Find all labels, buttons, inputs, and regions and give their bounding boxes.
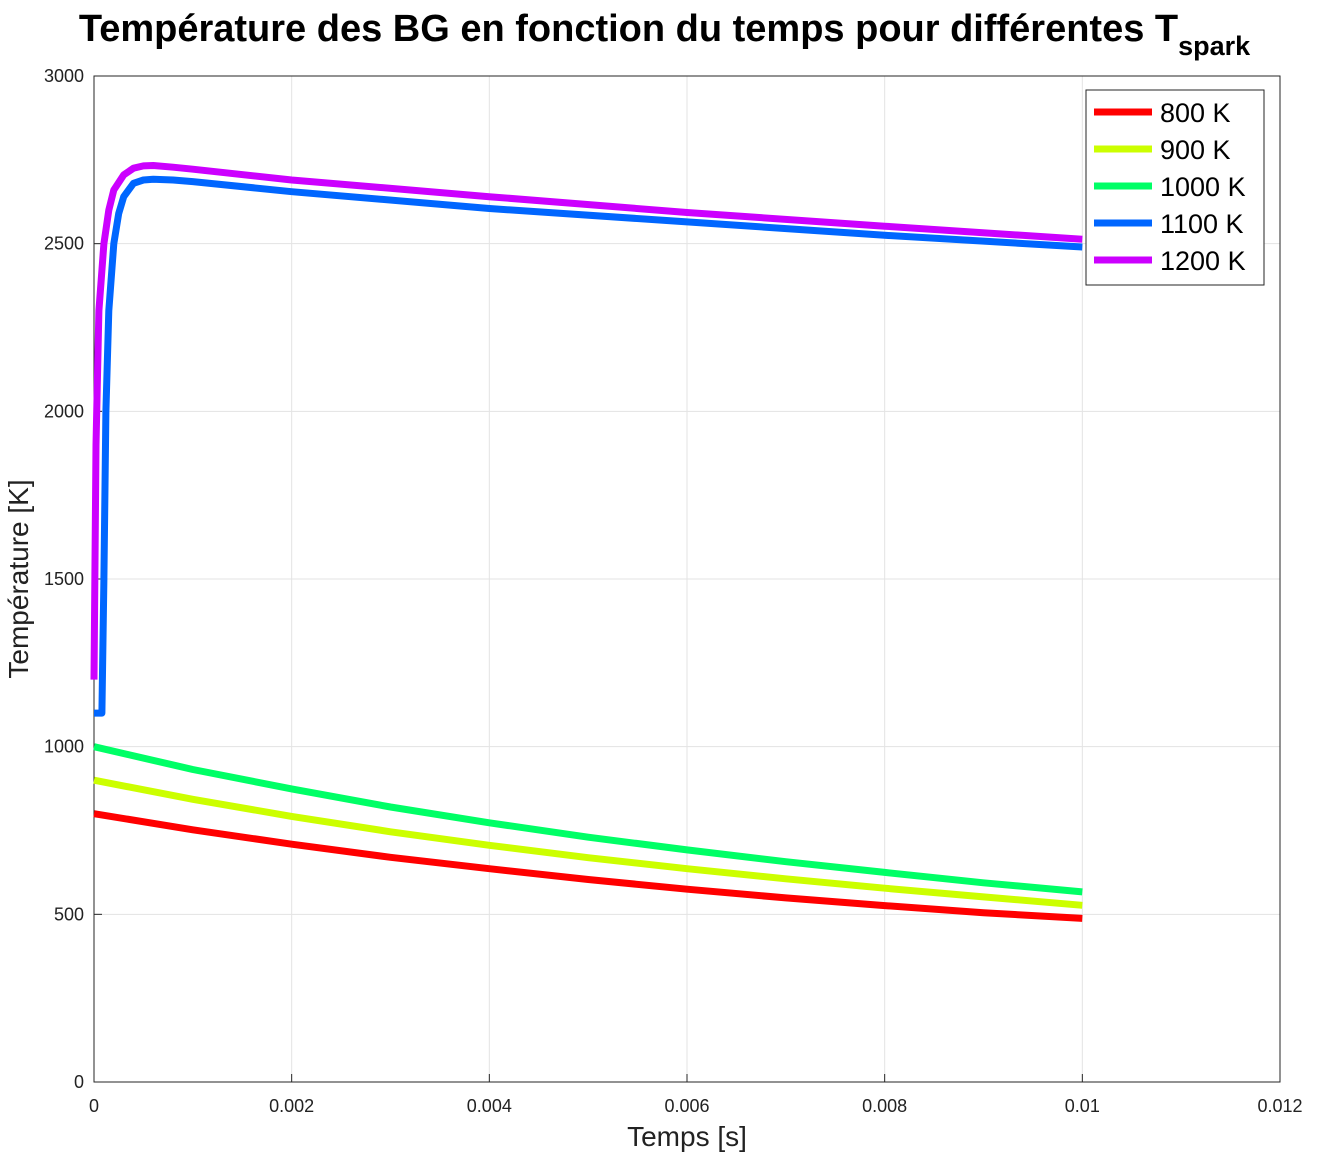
y-tick-label: 2000 [44, 401, 84, 421]
legend-label: 900 K [1160, 135, 1231, 165]
series-line [93, 810, 1083, 922]
chart-title-subscript: spark [1178, 31, 1251, 61]
x-tick-label: 0.006 [664, 1096, 709, 1116]
y-tick-label: 0 [74, 1072, 84, 1092]
legend-label: 1000 K [1160, 172, 1246, 202]
x-tick-label: 0.002 [269, 1096, 314, 1116]
series-line [90, 162, 1083, 680]
x-tick-label: 0 [89, 1096, 99, 1116]
y-axis-label: Température [K] [3, 479, 34, 678]
y-tick-label: 2500 [44, 234, 84, 254]
legend: 800 K 900 K 1000 K 1100 K 1200 K [1085, 89, 1265, 286]
series-line [93, 743, 1083, 896]
y-tick-label: 1500 [44, 569, 84, 589]
x-tick-label: 0.012 [1257, 1096, 1302, 1116]
series-line [94, 175, 1083, 717]
y-tick-label: 3000 [44, 66, 84, 86]
legend-label: 1200 K [1160, 246, 1246, 276]
y-tick-label: 500 [54, 904, 84, 924]
chart-title-text: Température des BG en fonction du temps … [78, 8, 1179, 50]
chart-title: Température des BG en fonction du temps … [0, 8, 1329, 62]
legend-label: 1100 K [1160, 209, 1244, 239]
y-tick-label: 1000 [44, 737, 84, 757]
x-axis-label: Temps [s] [627, 1121, 747, 1152]
x-tick-label: 0.004 [467, 1096, 512, 1116]
series-line [93, 776, 1083, 909]
legend-label: 800 K [1160, 98, 1231, 128]
series-lines [90, 162, 1083, 922]
axis-ticks: 0 0.002 0.004 0.006 0.008 0.01 0.012 0 500 1000 15… [44, 66, 1303, 1116]
x-tick-label: 0.01 [1065, 1096, 1100, 1116]
x-tick-label: 0.008 [862, 1096, 907, 1116]
